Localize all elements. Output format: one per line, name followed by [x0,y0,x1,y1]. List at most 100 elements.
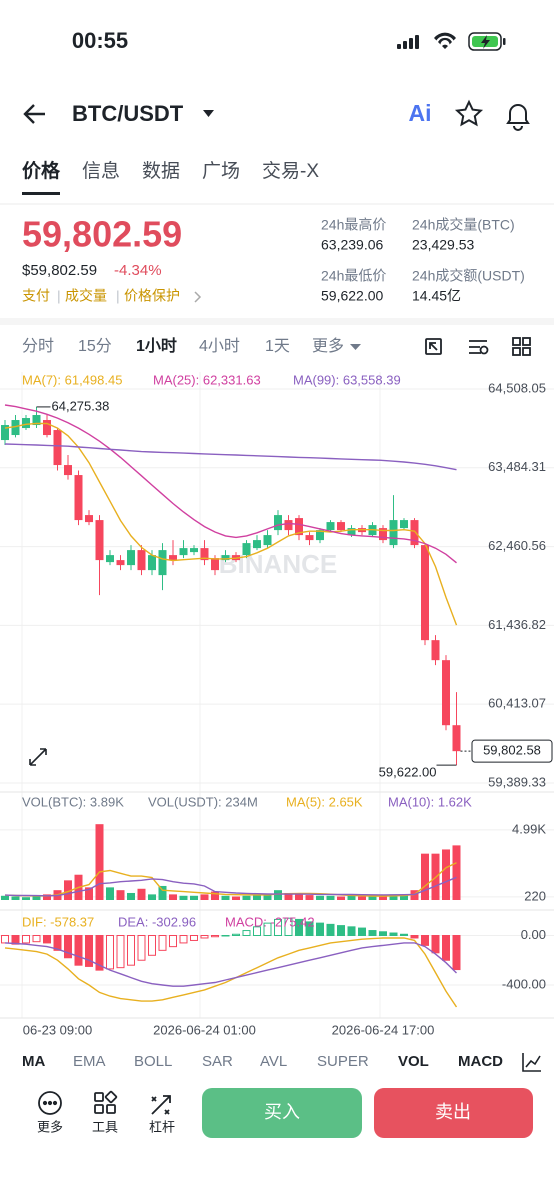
indicator[interactable]: MA [22,1053,45,1070]
indicator[interactable]: SAR [202,1053,233,1070]
volume-bar [200,894,209,900]
indicator[interactable]: SUPER [317,1053,369,1070]
expand-button[interactable] [29,748,47,766]
volume-bar [347,895,356,900]
macd-bar [400,933,408,937]
more-dropdown[interactable] [350,344,361,350]
candle-body [242,543,251,556]
legend-entry: MA(10): 1.62K [388,794,472,809]
buy-label[interactable]: 买入 [264,1102,300,1122]
tag[interactable]: 支付 [22,288,50,304]
tag[interactable]: 成交量 [65,288,107,304]
volume-bar [64,880,72,900]
ai-button[interactable]: Ai [409,100,432,126]
interval[interactable]: 1天 [265,338,290,355]
tab[interactable]: 广场 [202,160,240,182]
interval[interactable]: 分时 [22,337,54,355]
status-time: 00:55 [72,28,128,53]
volume-bar [43,894,51,900]
interval[interactable]: 更多 [312,337,344,355]
volume-bar [106,887,114,900]
candle-body [326,522,335,531]
interval[interactable]: 4小时 [199,337,240,355]
tab[interactable]: 信息 [82,160,120,182]
tab[interactable]: 数据 [142,160,180,182]
chevron [194,291,202,303]
stat-value: 23,429.53 [412,237,474,253]
interval[interactable]: 15分 [78,337,112,355]
y-tick-label: 4.99K [512,821,546,836]
pair-dropdown[interactable] [203,110,214,117]
candle-body [211,558,219,571]
indicator[interactable]: AVL [260,1053,287,1070]
volume-bar [95,824,104,900]
high-label: 64,275.38 [52,398,110,413]
favorite-button[interactable] [454,99,484,127]
candle-body [11,420,20,436]
legend-entry: VOL(BTC): 3.89K [22,794,124,809]
volume-bar [368,896,377,900]
indicator[interactable]: MACD [458,1053,503,1070]
indicator[interactable]: VOL [398,1053,429,1070]
macd-bar [64,935,72,959]
volume-bar [421,853,429,900]
pair-title[interactable]: BTC/USDT [72,101,184,126]
candle-body [116,560,125,566]
alert-button[interactable] [506,104,530,131]
candle-body [1,425,9,441]
macd-bar [442,935,450,961]
candle-body [389,520,398,546]
tab[interactable]: 交易-X [262,160,319,182]
chart: 64,508.05 63,484.31 62,460.56 61,436.82 60,4… [0,372,554,1037]
candle-body [337,522,345,531]
candle-body [316,530,324,541]
usd-price: $59,802.59 [22,262,97,279]
macd-bar [337,925,345,937]
indicator[interactable]: BOLL [134,1053,172,1070]
volume-bar [169,894,177,900]
volume-bar [326,895,335,900]
candle-body [400,520,408,529]
y-tick-label: 63,484.31 [488,459,546,474]
action-label[interactable]: 工具 [92,1119,118,1134]
sell-button[interactable] [374,1088,533,1138]
tab[interactable]: 价格 [22,159,61,182]
tag[interactable]: 价格保护 [124,288,180,304]
macd-bar [452,935,461,971]
volume-bar [127,892,135,900]
volume-bar [116,890,125,900]
candle-body [179,548,188,556]
macd-bar [127,935,135,966]
candle-body [431,640,440,661]
action-icons[interactable] [38,1090,171,1115]
indicator-settings[interactable] [522,1053,541,1072]
back-button[interactable] [23,104,45,124]
interval[interactable]: 1小时 [136,337,177,355]
volume-bar [137,888,146,900]
volume-bar [442,849,450,900]
volume-bar [337,896,345,900]
candle-body [74,475,83,521]
volume-bar [158,885,167,900]
macd-bar [1,935,9,944]
candle-body [32,415,41,426]
y-tick-label: 61,436.82 [488,617,546,632]
macd-bar [43,935,51,944]
indicator[interactable]: EMA [73,1053,106,1070]
candle-body [274,515,282,531]
indicator-line [4,876,457,897]
macd-bar [148,935,156,956]
sell-label[interactable]: 卖出 [435,1102,471,1122]
candle-body [64,465,72,476]
candle-body [421,545,429,641]
candle-body [148,555,156,571]
action-label[interactable]: 更多 [37,1119,63,1134]
candle-body [85,515,93,523]
candle-body [43,420,51,436]
action-label[interactable]: 杠杆 [149,1119,175,1134]
buy-button[interactable] [202,1088,362,1138]
candle-body [221,555,230,561]
chart-tools[interactable] [425,337,531,356]
low-label: 59,622.00 [379,765,437,780]
volume-bar [85,887,93,900]
